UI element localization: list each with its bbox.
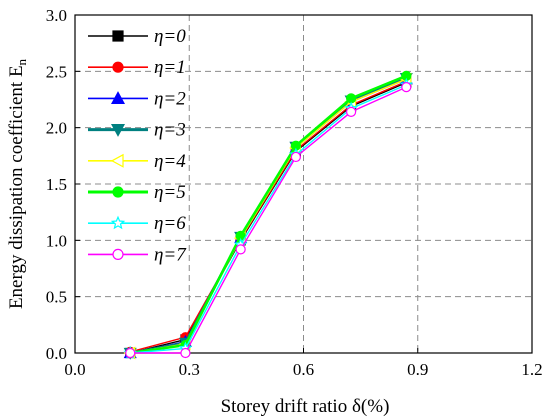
data-point-marker [235,244,246,255]
data-point-marker [112,61,124,73]
series-line [130,74,407,355]
legend-label: η=2 [154,88,186,109]
legend-label: η=6 [154,213,186,234]
legend-entry: η=5 [88,182,186,203]
series [125,70,412,359]
legend-entry: η=7 [88,244,187,265]
x-tick-label: 0.3 [179,360,200,379]
series-layer [123,70,414,360]
data-point-marker [110,153,124,168]
data-point-marker [112,186,124,198]
legend-entry: η=1 [88,57,186,78]
legend-entry: η=2 [88,88,186,109]
data-point-marker [110,215,126,230]
y-tick-label: 1.0 [46,231,67,250]
x-tick-label: 1.2 [521,360,542,379]
grid [75,15,532,353]
legend-label: η=1 [154,57,186,78]
ticks: 0.0 0.3 0.6 0.9 1.2 0.0 0.5 1.0 1.5 2.0 2.5 3.0 [46,6,543,379]
legend-label: η=3 [154,120,186,141]
x-tick-label: 0.0 [64,360,85,379]
series-line [130,84,407,354]
series-line [130,80,407,353]
legend: η=0 η=1 η=2 η=3 η=4 η=5 η=6 η=7 [88,26,187,265]
y-tick-label: 1.5 [46,175,67,194]
x-tick-label: 0.6 [293,360,314,379]
data-point-marker [401,82,412,93]
legend-label: η=0 [154,26,186,47]
legend-entry: η=4 [88,151,186,172]
y-tick-label: 0.5 [46,288,67,307]
data-point-marker [290,151,301,163]
data-point-marker [125,347,136,359]
y-tick-label: 3.0 [46,6,67,25]
legend-entry: η=3 [88,120,186,141]
data-point-marker [110,91,126,105]
x-tick-label: 0.9 [407,360,428,379]
series [125,82,412,359]
legend-label: η=4 [154,151,186,172]
legend-label: η=7 [154,244,187,265]
data-point-marker [112,248,124,260]
y-tick-label: 2.5 [46,62,67,81]
data-point-marker [346,106,357,117]
x-axis-title: Storey drift ratio δ(%) [221,396,390,417]
data-point-marker [180,347,191,359]
data-point-marker [112,30,124,42]
series-line [130,86,407,354]
legend-label: η=5 [154,182,186,203]
y-axis-title: Energy dissipation coefficient En [6,58,29,309]
legend-entry: η=6 [88,213,186,234]
data-point-marker [110,123,126,137]
legend-entry: η=0 [88,26,186,47]
y-tick-label: 2.0 [46,119,67,138]
y-tick-label: 0.0 [46,344,67,363]
